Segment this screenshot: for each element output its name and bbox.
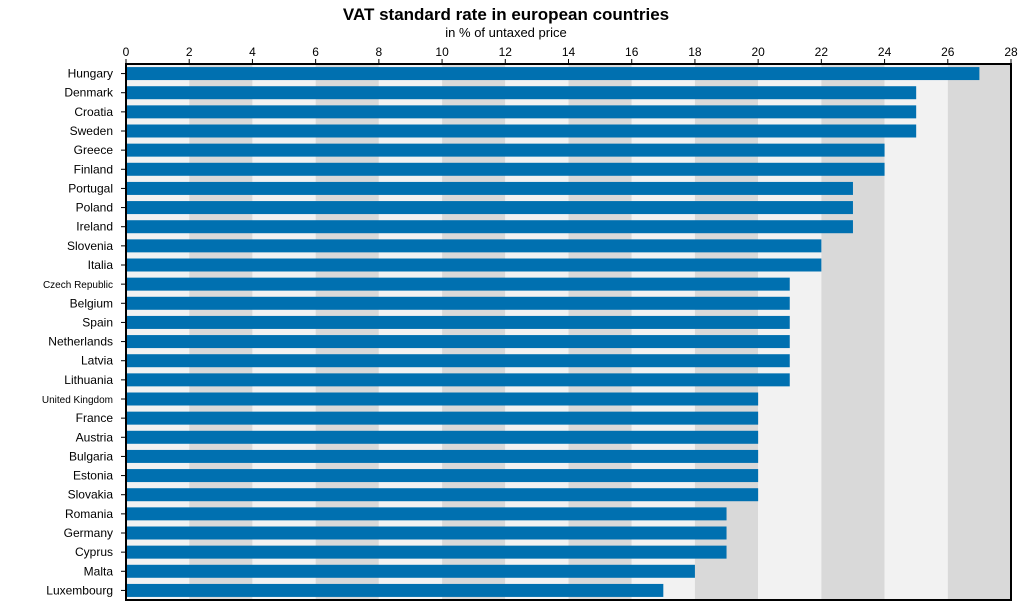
bar: [126, 335, 790, 349]
bar: [126, 67, 980, 81]
bar: [126, 469, 759, 483]
category-label: Austria: [76, 430, 114, 444]
category-label: Italia: [88, 258, 114, 272]
chart-title: VAT standard rate in european countries: [342, 5, 670, 24]
bar: [126, 143, 885, 157]
x-tick-label: 8: [376, 45, 383, 59]
bar: [126, 564, 695, 578]
category-label: Malta: [84, 564, 114, 578]
x-tick-label: 6: [312, 45, 319, 59]
x-tick-label: 4: [249, 45, 256, 59]
category-label: Cyprus: [75, 545, 113, 559]
bar: [126, 411, 759, 425]
category-label: Latvia: [81, 354, 113, 368]
x-tick-label: 26: [941, 45, 955, 59]
bar: [126, 507, 727, 521]
category-label: Slovakia: [68, 488, 114, 502]
x-axis: 0 2 4 6 8 10 12 14 16 18 20 22 24 26 28: [123, 45, 1018, 64]
x-tick-label: 22: [815, 45, 829, 59]
x-tick-label: 16: [625, 45, 639, 59]
x-tick-label: 18: [688, 45, 702, 59]
bar: [126, 277, 790, 291]
x-tick-label: 20: [751, 45, 765, 59]
category-label: Spain: [82, 315, 113, 329]
category-label: Slovenia: [67, 239, 113, 253]
x-tick-label: 14: [562, 45, 576, 59]
category-label: Czech Republic: [43, 280, 113, 291]
category-label: Finland: [74, 162, 113, 176]
category-label: Luxembourg: [46, 583, 113, 597]
bar: [126, 296, 790, 310]
bar: [126, 105, 917, 119]
bar: [126, 354, 790, 368]
category-label: Romania: [65, 507, 113, 521]
bar: [126, 124, 917, 138]
bar: [126, 392, 759, 406]
category-label: Estonia: [73, 469, 113, 483]
category-label: Portugal: [68, 181, 113, 195]
grid-band: [947, 64, 1011, 600]
x-tick-label: 12: [499, 45, 513, 59]
x-tick-label: 24: [878, 45, 892, 59]
bar: [126, 373, 790, 387]
category-label: Germany: [64, 526, 113, 540]
bar: [126, 239, 822, 253]
category-label: Greece: [74, 143, 114, 157]
category-label: Hungary: [68, 67, 113, 81]
category-label: Bulgaria: [69, 449, 113, 463]
category-label: Sweden: [70, 124, 113, 138]
bar: [126, 526, 727, 540]
category-label: France: [76, 411, 114, 425]
category-label: Netherlands: [48, 335, 113, 349]
category-label: Poland: [76, 201, 113, 215]
category-label: Denmark: [64, 86, 114, 100]
bar: [126, 162, 885, 176]
bar: [126, 449, 759, 463]
category-label: Belgium: [70, 296, 113, 310]
grid-band: [884, 64, 948, 600]
bar: [126, 258, 822, 272]
y-axis: Hungary Denmark Croatia Sweden Greece Finland…: [42, 67, 126, 597]
bar: [126, 181, 853, 195]
bar: [126, 86, 917, 100]
bar: [126, 488, 759, 502]
bar: [126, 545, 727, 559]
x-tick-label: 0: [123, 45, 130, 59]
bar: [126, 315, 790, 329]
x-tick-label: 28: [1004, 45, 1018, 59]
plot-frame: [125, 63, 1012, 601]
bar: [126, 220, 853, 234]
bar: [126, 201, 853, 215]
category-label: Ireland: [76, 220, 113, 234]
chart-subtitle: in % of untaxed price: [445, 25, 567, 40]
category-label: United Kingdom: [42, 395, 113, 406]
x-tick-label: 2: [186, 45, 193, 59]
category-label: Croatia: [74, 105, 113, 119]
bar: [126, 583, 664, 597]
bar: [126, 430, 759, 444]
category-label: Lithuania: [64, 373, 113, 387]
x-tick-label: 10: [435, 45, 449, 59]
bars: [126, 67, 980, 597]
